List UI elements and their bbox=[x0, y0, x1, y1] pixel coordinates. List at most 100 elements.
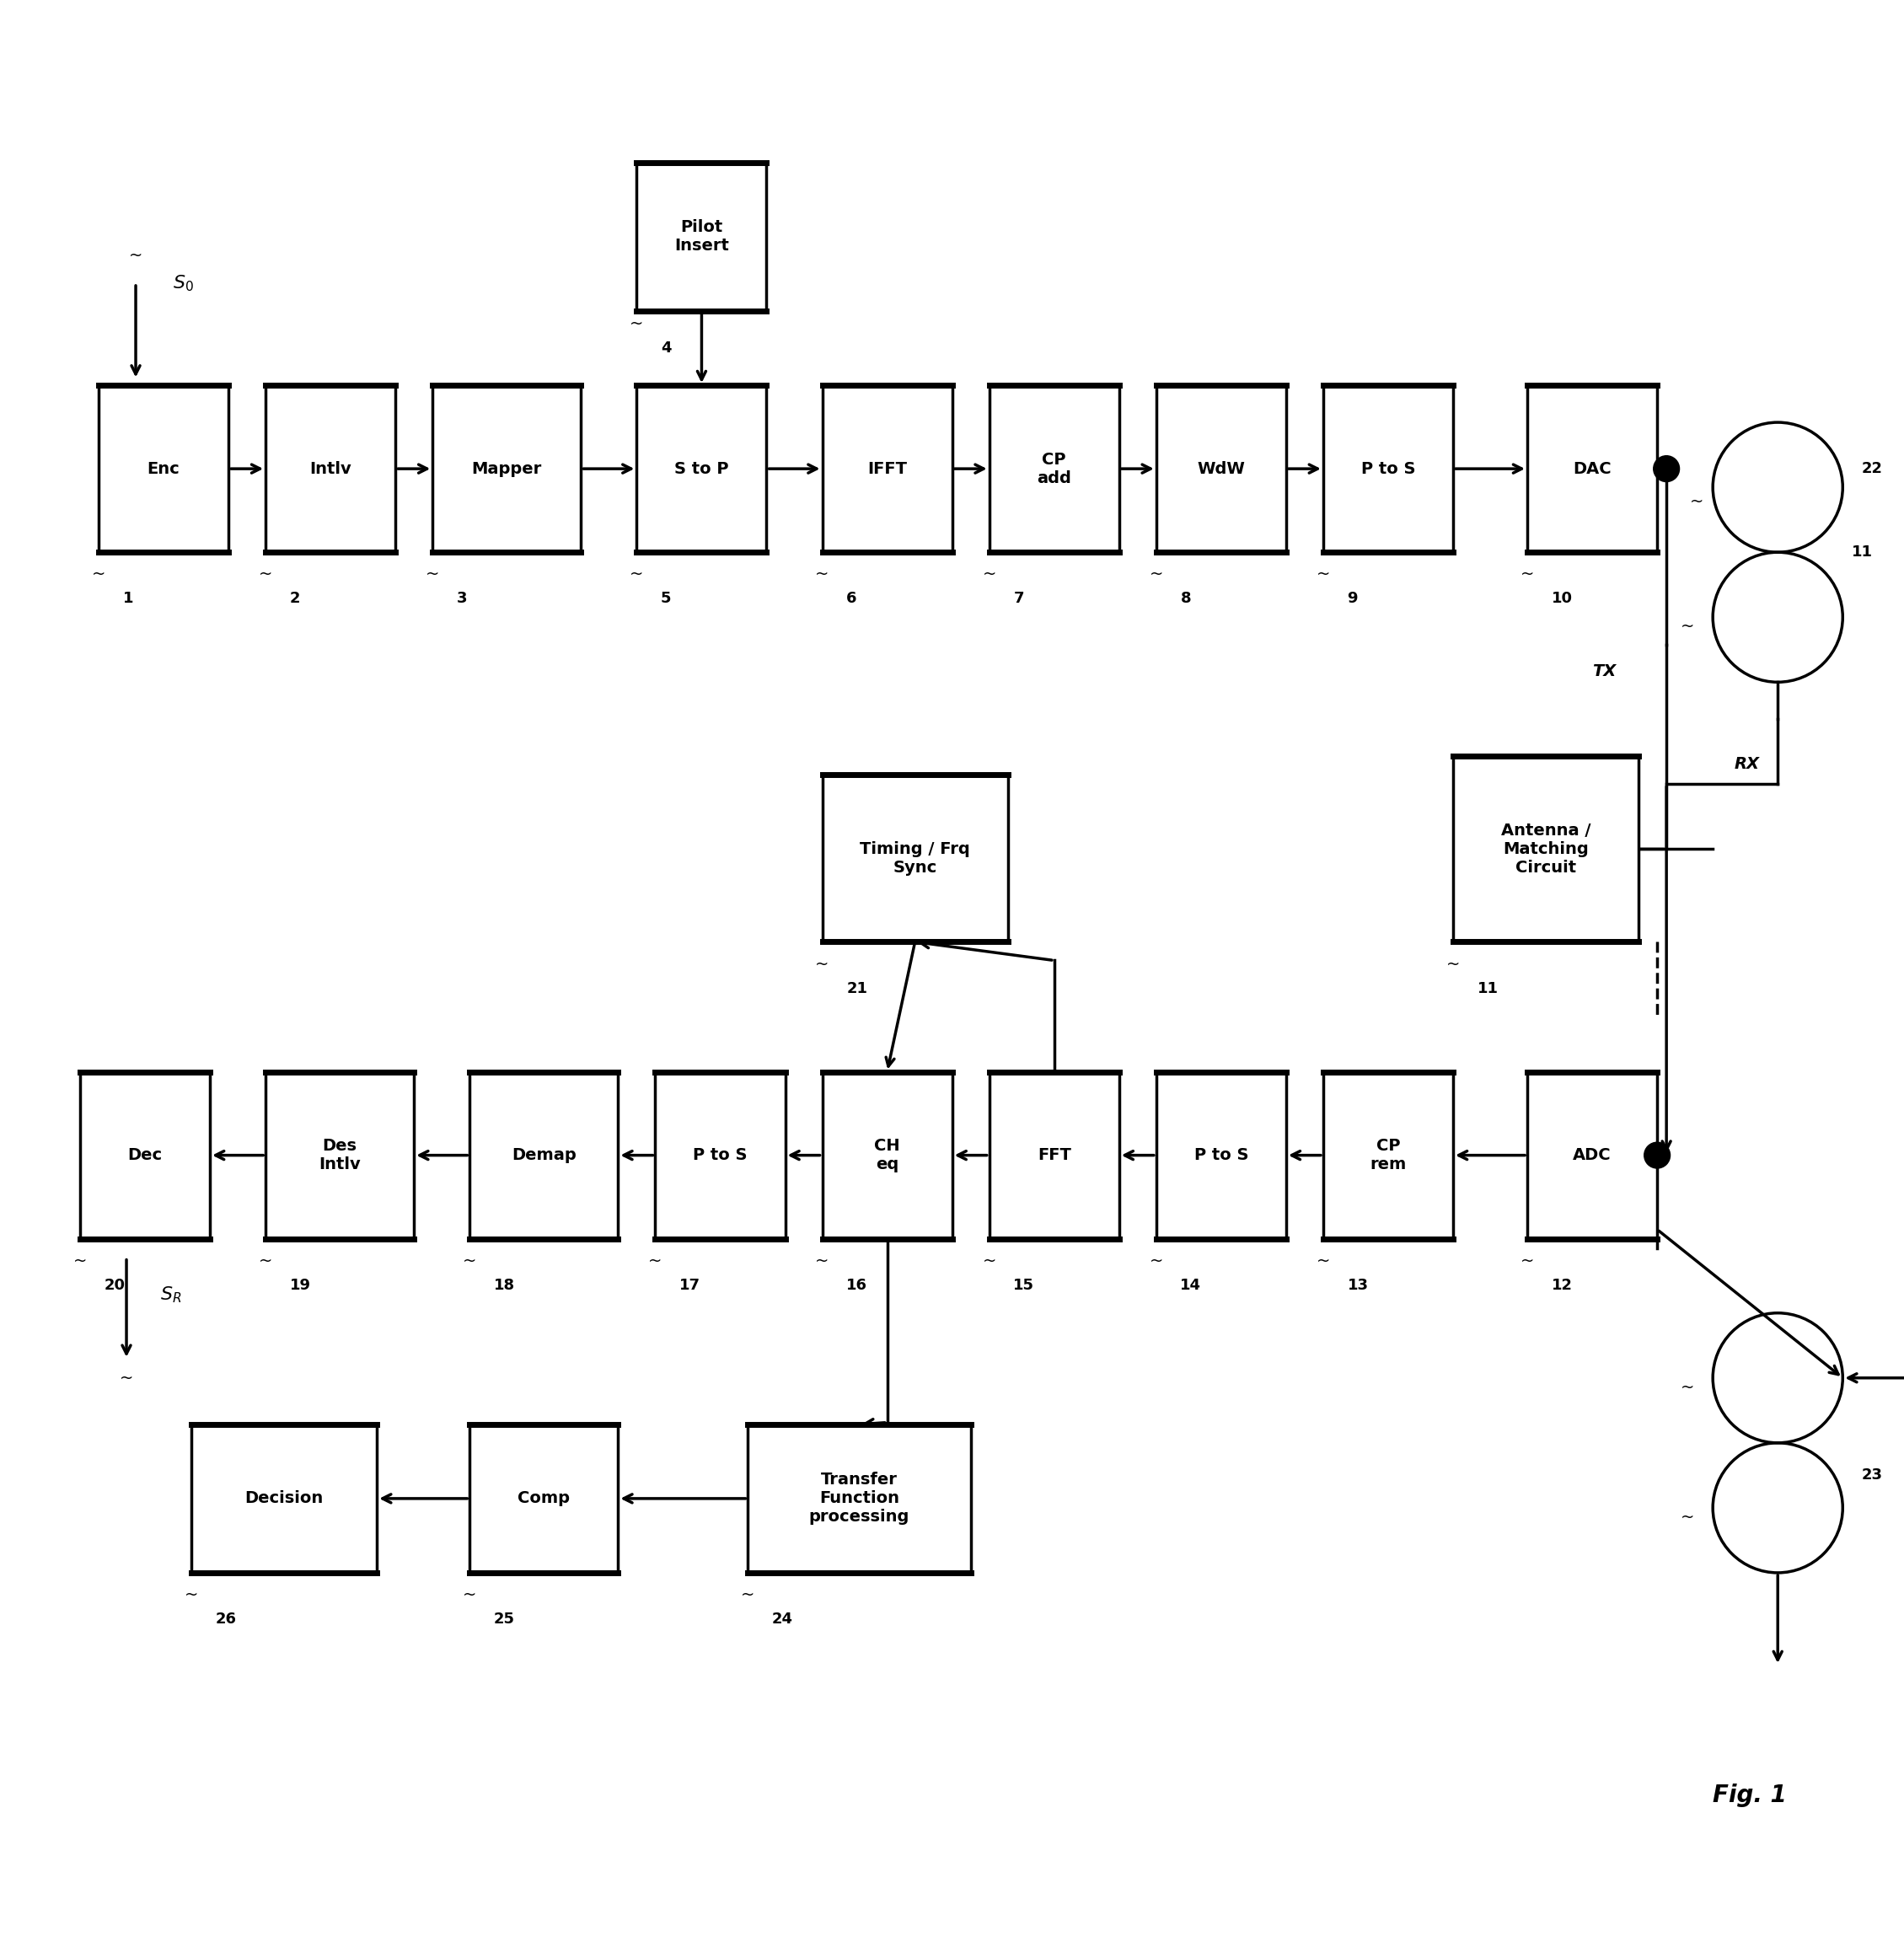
Text: 7: 7 bbox=[1013, 591, 1024, 607]
FancyBboxPatch shape bbox=[990, 1071, 1120, 1239]
Text: ~: ~ bbox=[463, 1588, 476, 1604]
Text: DAC: DAC bbox=[1573, 460, 1611, 476]
Text: ~: ~ bbox=[815, 566, 828, 583]
FancyBboxPatch shape bbox=[470, 1423, 619, 1572]
FancyBboxPatch shape bbox=[823, 1071, 952, 1239]
Text: 2: 2 bbox=[289, 591, 301, 607]
Text: Pilot
Insert: Pilot Insert bbox=[674, 219, 729, 255]
Text: ~: ~ bbox=[72, 1253, 88, 1269]
Text: Comp: Comp bbox=[518, 1490, 569, 1506]
FancyBboxPatch shape bbox=[823, 775, 1007, 942]
Text: 10: 10 bbox=[1552, 591, 1573, 607]
FancyBboxPatch shape bbox=[990, 386, 1120, 552]
FancyBboxPatch shape bbox=[1156, 1071, 1285, 1239]
Text: Mapper: Mapper bbox=[472, 460, 543, 476]
Text: CP
rem: CP rem bbox=[1369, 1138, 1407, 1173]
Text: ~: ~ bbox=[1521, 1253, 1535, 1269]
Text: 15: 15 bbox=[1013, 1277, 1034, 1292]
Text: S to P: S to P bbox=[674, 460, 729, 476]
Text: ~: ~ bbox=[129, 247, 143, 264]
Text: ~: ~ bbox=[649, 1253, 663, 1269]
Text: ~: ~ bbox=[185, 1588, 198, 1604]
Text: ~: ~ bbox=[1150, 1253, 1163, 1269]
FancyBboxPatch shape bbox=[636, 163, 767, 311]
FancyBboxPatch shape bbox=[1453, 756, 1639, 942]
Text: ~: ~ bbox=[1681, 1378, 1695, 1396]
FancyBboxPatch shape bbox=[655, 1071, 784, 1239]
Text: CH
eq: CH eq bbox=[874, 1138, 901, 1173]
FancyBboxPatch shape bbox=[748, 1423, 971, 1572]
Text: P to S: P to S bbox=[1361, 460, 1415, 476]
FancyBboxPatch shape bbox=[823, 386, 952, 552]
Text: IFFT: IFFT bbox=[868, 460, 906, 476]
Text: 3: 3 bbox=[457, 591, 466, 607]
Text: 6: 6 bbox=[847, 591, 857, 607]
Text: Transfer
Function
processing: Transfer Function processing bbox=[809, 1472, 910, 1525]
Text: Demap: Demap bbox=[512, 1147, 577, 1163]
FancyBboxPatch shape bbox=[1527, 1071, 1656, 1239]
Text: 23: 23 bbox=[1862, 1468, 1883, 1482]
Text: ~: ~ bbox=[426, 566, 440, 583]
Text: ~: ~ bbox=[630, 566, 644, 583]
Text: ~: ~ bbox=[1521, 566, 1535, 583]
Text: 19: 19 bbox=[289, 1277, 310, 1292]
FancyBboxPatch shape bbox=[99, 386, 228, 552]
Text: P to S: P to S bbox=[1194, 1147, 1249, 1163]
Text: 22: 22 bbox=[1862, 462, 1883, 476]
FancyBboxPatch shape bbox=[267, 386, 396, 552]
Text: 20: 20 bbox=[105, 1277, 126, 1292]
FancyBboxPatch shape bbox=[1156, 386, 1285, 552]
Text: P to S: P to S bbox=[693, 1147, 748, 1163]
Text: 4: 4 bbox=[661, 341, 672, 356]
Text: FFT: FFT bbox=[1038, 1147, 1070, 1163]
Text: ~: ~ bbox=[120, 1371, 133, 1386]
Text: 14: 14 bbox=[1180, 1277, 1201, 1292]
Text: ~: ~ bbox=[91, 566, 105, 583]
Text: ADC: ADC bbox=[1573, 1147, 1611, 1163]
Text: $S_0$: $S_0$ bbox=[173, 274, 194, 294]
Text: ~: ~ bbox=[1150, 566, 1163, 583]
FancyBboxPatch shape bbox=[267, 1071, 413, 1239]
Text: 21: 21 bbox=[847, 981, 868, 997]
Text: 9: 9 bbox=[1348, 591, 1358, 607]
FancyBboxPatch shape bbox=[80, 1071, 209, 1239]
FancyBboxPatch shape bbox=[432, 386, 581, 552]
Text: Des
Intlv: Des Intlv bbox=[318, 1138, 360, 1173]
Text: Fig. 1: Fig. 1 bbox=[1714, 1784, 1786, 1807]
Text: TX: TX bbox=[1592, 664, 1616, 679]
Text: Antenna /
Matching
Circuit: Antenna / Matching Circuit bbox=[1500, 822, 1590, 875]
Text: ~: ~ bbox=[1447, 956, 1460, 973]
Text: ~: ~ bbox=[815, 1253, 828, 1269]
Text: ~: ~ bbox=[982, 1253, 996, 1269]
Text: 17: 17 bbox=[680, 1277, 701, 1292]
Text: ~: ~ bbox=[982, 566, 996, 583]
Text: ~: ~ bbox=[741, 1588, 754, 1604]
Circle shape bbox=[1645, 1142, 1670, 1169]
Text: ~: ~ bbox=[463, 1253, 476, 1269]
Text: Decision: Decision bbox=[246, 1490, 324, 1506]
Text: CP
add: CP add bbox=[1038, 452, 1072, 486]
Text: 13: 13 bbox=[1348, 1277, 1369, 1292]
Text: 26: 26 bbox=[215, 1611, 236, 1627]
Text: 24: 24 bbox=[773, 1611, 794, 1627]
FancyBboxPatch shape bbox=[470, 1071, 619, 1239]
Text: Intlv: Intlv bbox=[310, 460, 352, 476]
Text: ~: ~ bbox=[1316, 566, 1331, 583]
Text: 1: 1 bbox=[122, 591, 133, 607]
Text: ~: ~ bbox=[630, 315, 644, 333]
Text: WdW: WdW bbox=[1198, 460, 1245, 476]
Text: Timing / Frq
Sync: Timing / Frq Sync bbox=[861, 842, 971, 875]
Text: Dec: Dec bbox=[128, 1147, 162, 1163]
FancyBboxPatch shape bbox=[192, 1423, 377, 1572]
Text: ~: ~ bbox=[815, 956, 828, 973]
Text: 16: 16 bbox=[847, 1277, 868, 1292]
Text: RX: RX bbox=[1735, 756, 1759, 771]
Text: Enc: Enc bbox=[147, 460, 179, 476]
FancyBboxPatch shape bbox=[1323, 1071, 1453, 1239]
Text: 5: 5 bbox=[661, 591, 672, 607]
FancyBboxPatch shape bbox=[636, 386, 767, 552]
Text: 12: 12 bbox=[1552, 1277, 1573, 1292]
Text: $S_R$: $S_R$ bbox=[160, 1284, 181, 1304]
Text: ~: ~ bbox=[1689, 493, 1704, 511]
FancyBboxPatch shape bbox=[1323, 386, 1453, 552]
